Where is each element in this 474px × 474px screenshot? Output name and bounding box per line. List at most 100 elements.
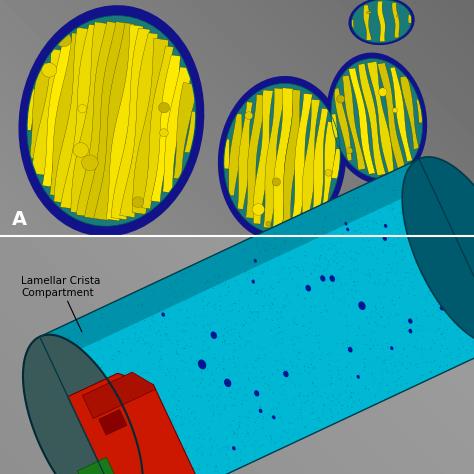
Point [374, 282, 382, 289]
Point [186, 465, 194, 473]
Point [342, 306, 349, 314]
Point [263, 251, 271, 259]
Point [120, 317, 128, 325]
Point [409, 279, 416, 286]
Point [399, 341, 406, 348]
Point [372, 375, 380, 383]
Point [337, 376, 344, 384]
Point [144, 375, 151, 383]
Point [432, 274, 439, 282]
Point [287, 247, 294, 255]
Point [331, 202, 338, 210]
Polygon shape [291, 93, 312, 228]
Point [448, 246, 456, 254]
Point [466, 272, 474, 279]
Point [96, 325, 103, 332]
Point [131, 376, 139, 383]
Point [173, 325, 181, 333]
Point [274, 321, 282, 328]
Point [437, 289, 445, 297]
Point [154, 335, 162, 342]
Point [391, 282, 399, 290]
Point [236, 418, 243, 426]
Point [365, 386, 372, 393]
Point [117, 415, 125, 423]
Point [421, 232, 428, 239]
Point [471, 340, 474, 348]
Point [247, 252, 255, 260]
Point [227, 318, 235, 326]
Point [338, 265, 346, 273]
Point [343, 384, 350, 392]
Point [304, 315, 311, 322]
Point [439, 294, 447, 302]
Point [131, 369, 138, 377]
Point [94, 368, 101, 375]
Point [390, 272, 397, 279]
Point [293, 226, 301, 233]
Point [439, 269, 447, 277]
Point [213, 442, 221, 450]
Point [323, 404, 331, 411]
Point [365, 378, 372, 385]
Point [85, 363, 92, 371]
Point [193, 332, 201, 340]
Point [387, 306, 394, 314]
Point [260, 302, 267, 310]
Polygon shape [219, 139, 229, 169]
Point [441, 319, 449, 327]
Point [205, 471, 212, 474]
Point [279, 404, 286, 411]
Point [167, 329, 175, 337]
Point [249, 247, 256, 255]
Point [124, 456, 131, 464]
Point [266, 382, 273, 390]
Point [253, 413, 261, 420]
Point [235, 389, 242, 396]
Point [189, 398, 196, 406]
Point [94, 444, 101, 452]
Point [160, 411, 168, 419]
Point [386, 357, 393, 365]
Point [217, 346, 224, 354]
Point [94, 322, 101, 330]
Point [143, 428, 151, 436]
Point [281, 338, 288, 346]
Point [344, 330, 352, 338]
Point [139, 449, 147, 457]
Point [437, 238, 445, 246]
Point [199, 335, 206, 343]
Point [301, 218, 308, 226]
Point [418, 183, 425, 191]
Point [88, 351, 96, 358]
Point [278, 247, 285, 255]
Point [274, 324, 282, 332]
Point [210, 289, 217, 296]
Point [140, 385, 148, 392]
Point [190, 394, 197, 401]
Point [292, 395, 299, 402]
Point [432, 268, 440, 275]
Point [392, 312, 400, 319]
Point [288, 331, 296, 339]
Point [155, 472, 163, 474]
Point [252, 438, 260, 445]
Point [463, 346, 471, 354]
Point [397, 356, 405, 364]
Point [442, 233, 449, 240]
Point [402, 191, 410, 199]
Point [338, 404, 346, 412]
Point [386, 372, 394, 379]
Point [228, 322, 236, 330]
Point [210, 358, 218, 366]
Point [87, 405, 94, 412]
Point [337, 287, 345, 294]
Point [134, 411, 141, 419]
Point [166, 364, 174, 371]
Point [130, 413, 137, 421]
Point [232, 299, 240, 307]
Point [321, 364, 329, 372]
Point [95, 392, 102, 400]
Point [99, 310, 106, 318]
Point [273, 226, 281, 233]
